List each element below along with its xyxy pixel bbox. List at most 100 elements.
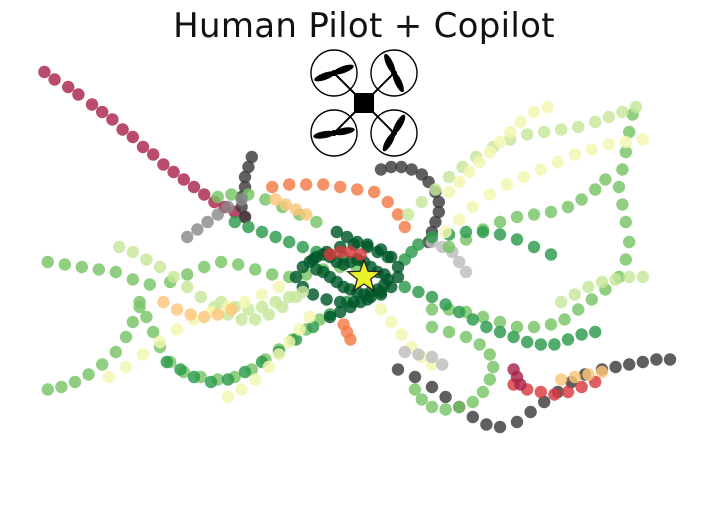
trajectory-point — [663, 353, 677, 366]
trajectory-point — [453, 213, 466, 226]
trajectory-point — [408, 383, 422, 396]
trajectory-13 — [41, 300, 146, 396]
trajectory-point — [466, 200, 479, 214]
trajectory-point — [555, 373, 568, 386]
trajectory-point — [510, 320, 524, 334]
trajectory-point — [238, 210, 252, 224]
trajectory-point — [636, 270, 649, 284]
trajectory-point — [602, 110, 615, 124]
trajectory-point — [466, 410, 479, 424]
trajectory-point — [439, 390, 452, 404]
trajectory-point — [85, 98, 99, 111]
trajectory-point — [483, 145, 496, 159]
trajectory-point — [521, 128, 534, 141]
trajectory-point — [334, 295, 347, 309]
trajectory-30 — [442, 100, 554, 199]
trajectory-point — [425, 350, 439, 364]
trajectory-point — [330, 225, 343, 239]
trajectory-point — [41, 383, 54, 396]
trajectory-point — [568, 370, 581, 384]
trajectory-point — [507, 330, 520, 344]
trajectory-point — [612, 180, 626, 194]
trajectory-point — [198, 188, 211, 201]
trajectory-point — [181, 230, 194, 244]
trajectory-point — [306, 253, 320, 266]
trajectory-point — [82, 368, 95, 381]
trajectory-point — [296, 240, 309, 254]
trajectory-point — [266, 268, 279, 281]
trajectory-point — [442, 170, 456, 184]
trajectory-point — [561, 200, 575, 214]
trajectory-point — [72, 88, 85, 101]
trajectory-point — [334, 180, 347, 194]
trajectory-point — [493, 135, 507, 149]
trajectory-point — [395, 328, 408, 341]
trajectory-point — [92, 263, 106, 276]
trajectory-point — [616, 198, 629, 211]
trajectory-point — [629, 100, 643, 114]
trajectory-point — [184, 308, 197, 321]
trajectory-0 — [38, 65, 252, 224]
trajectory-point — [650, 353, 663, 366]
trajectory-37 — [181, 193, 248, 244]
trajectory-point — [381, 195, 394, 209]
trajectory-point — [548, 388, 561, 401]
trajectory-point — [181, 268, 194, 281]
trajectory-point — [558, 313, 571, 326]
trajectory-point — [259, 193, 272, 206]
trajectory-point — [279, 198, 292, 211]
trajectory-point — [623, 358, 636, 371]
trajectory-point — [126, 130, 139, 144]
trajectory-point — [228, 215, 241, 229]
trajectory-point — [623, 235, 636, 249]
trajectory-31 — [221, 310, 316, 404]
trajectory-point — [514, 378, 527, 391]
trajectory-point — [548, 338, 561, 351]
trajectory-point — [109, 265, 123, 279]
trajectory-point — [289, 270, 303, 284]
trajectory-point — [466, 313, 479, 326]
trajectory-33 — [157, 295, 238, 324]
trajectory-point — [412, 238, 425, 251]
trajectory-point — [405, 163, 418, 176]
trajectory-point — [381, 250, 394, 264]
trajectory-point — [527, 240, 541, 254]
trajectory-point — [300, 208, 313, 221]
trajectory-point — [170, 303, 184, 316]
trajectory-point — [293, 323, 306, 336]
trajectory-point — [459, 330, 473, 344]
trajectory-point — [354, 295, 367, 309]
trajectory-point — [374, 163, 388, 176]
trajectory-point — [432, 195, 445, 209]
trajectory-point — [561, 385, 575, 399]
trajectory-point — [544, 318, 558, 331]
trajectory-point — [429, 215, 442, 229]
trajectory-point — [126, 315, 139, 329]
trajectory-point — [385, 315, 398, 329]
trajectory-point — [269, 193, 282, 206]
trajectory-23 — [323, 285, 388, 324]
quadcopter-icon — [310, 49, 418, 157]
trajectory-point — [269, 295, 282, 309]
trajectory-point — [221, 390, 235, 404]
trajectory-point — [211, 190, 224, 204]
trajectory-36 — [337, 318, 357, 346]
trajectory-point — [48, 73, 61, 86]
trajectory-point — [177, 173, 190, 186]
trajectory-point — [432, 205, 445, 219]
trajectory-point — [585, 143, 598, 156]
trajectory-point — [561, 333, 575, 346]
trajectory-point — [429, 183, 442, 196]
trajectory-point — [391, 363, 405, 376]
trajectory-point — [534, 385, 547, 399]
trajectory-point — [493, 420, 507, 434]
trajectory-point — [527, 320, 541, 334]
trajectory-point — [351, 235, 364, 249]
trajectory-point — [153, 260, 167, 274]
trajectory-point — [225, 188, 238, 201]
trajectory-point — [374, 303, 388, 316]
trajectory-point — [538, 395, 551, 409]
trajectory-point — [323, 310, 337, 324]
trajectory-point — [181, 280, 194, 294]
trajectory-point — [555, 295, 568, 309]
